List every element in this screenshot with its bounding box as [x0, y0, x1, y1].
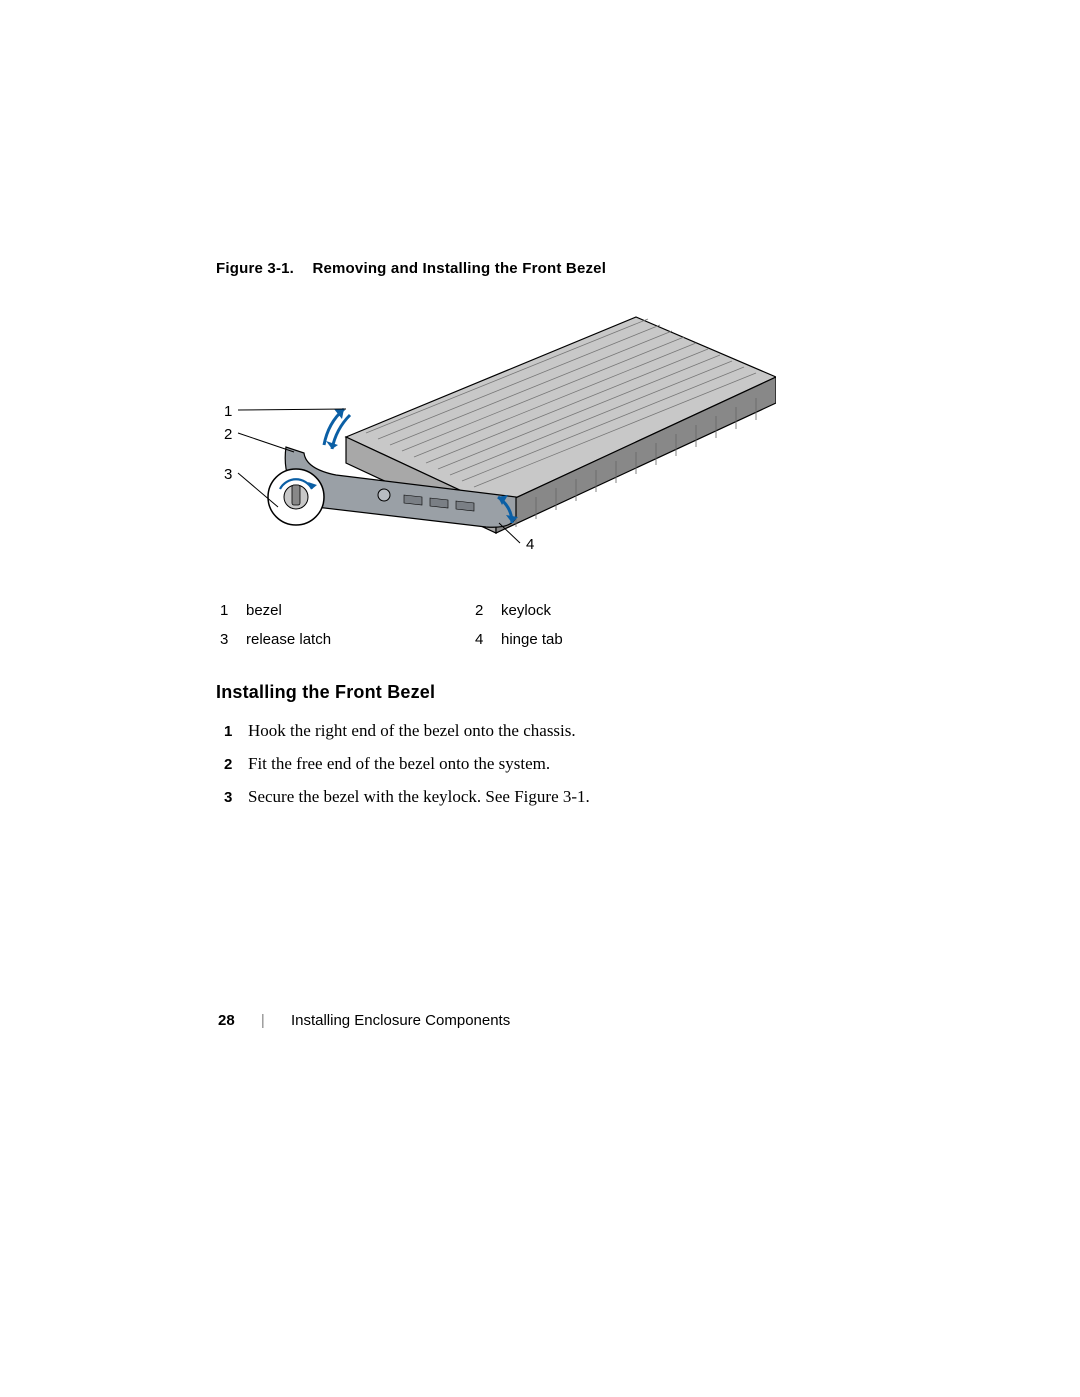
legend-num: 1	[216, 597, 246, 626]
technical-diagram: 1 2 3 4	[216, 297, 776, 557]
callout-label-3: 3	[224, 466, 232, 483]
steps-list: 1 Hook the right end of the bezel onto t…	[216, 717, 876, 812]
legend-num: 3	[216, 626, 246, 655]
page-content: Figure 3-1. Removing and Installing the …	[216, 260, 876, 816]
step-text: Hook the right end of the bezel onto the…	[248, 717, 876, 746]
legend-text: keylock	[501, 597, 726, 626]
step-item: 1 Hook the right end of the bezel onto t…	[216, 717, 876, 746]
callout-label-4: 4	[526, 536, 534, 553]
callout-label-2: 2	[224, 426, 232, 443]
page-number: 28	[218, 1012, 235, 1029]
page-footer: 28 | Installing Enclosure Components	[218, 1012, 510, 1029]
footer-section-title: Installing Enclosure Components	[291, 1012, 510, 1029]
legend-num: 2	[471, 597, 501, 626]
step-number: 2	[216, 750, 248, 779]
step-number: 3	[216, 783, 248, 812]
figure-caption: Figure 3-1. Removing and Installing the …	[216, 260, 876, 277]
step-text: Fit the free end of the bezel onto the s…	[248, 750, 876, 779]
legend-text: release latch	[246, 626, 471, 655]
legend-row: 1 bezel 2 keylock	[216, 597, 876, 626]
legend-row: 3 release latch 4 hinge tab	[216, 626, 876, 655]
legend-text: bezel	[246, 597, 471, 626]
figure-title: Removing and Installing the Front Bezel	[312, 260, 606, 277]
step-text: Secure the bezel with the keylock. See F…	[248, 783, 876, 812]
keylock-detail-icon	[268, 469, 324, 525]
legend-num: 4	[471, 626, 501, 655]
legend-text: hinge tab	[501, 626, 726, 655]
figure-number: Figure 3-1.	[216, 260, 294, 277]
footer-divider: |	[261, 1012, 265, 1029]
step-number: 1	[216, 717, 248, 746]
callout-label-1: 1	[224, 403, 232, 420]
diagram-svg: 1 2 3 4	[216, 297, 776, 557]
section-heading: Installing the Front Bezel	[216, 682, 876, 703]
callout-legend: 1 bezel 2 keylock 3 release latch 4 hing…	[216, 597, 876, 654]
step-item: 3 Secure the bezel with the keylock. See…	[216, 783, 876, 812]
step-item: 2 Fit the free end of the bezel onto the…	[216, 750, 876, 779]
